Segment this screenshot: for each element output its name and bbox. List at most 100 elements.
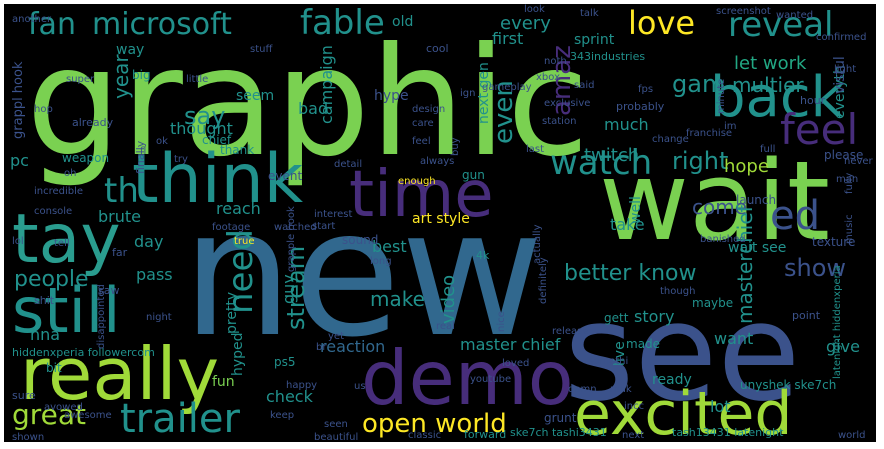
word-grappl-hook: grappl hook	[11, 61, 26, 139]
word-ready: ready	[652, 372, 692, 388]
word-detail: detail	[334, 159, 362, 170]
word-ed: ed	[770, 193, 820, 239]
word-back: back	[710, 65, 844, 130]
word-graphic: graphic	[26, 16, 589, 190]
word-said: said	[574, 80, 594, 91]
word-fable: fable	[300, 4, 385, 43]
word-banished: banished	[700, 234, 746, 245]
word-masterchief: masterchief	[733, 204, 757, 324]
word-hype: hype	[374, 88, 409, 104]
word-say: say	[184, 102, 225, 130]
word-true: true	[234, 236, 255, 247]
word-gam: gam	[672, 70, 725, 98]
word-seem: seem	[236, 88, 274, 104]
word-probably: probably	[616, 100, 665, 113]
word-confirmed: confirmed	[816, 32, 866, 43]
word-pass: pass	[136, 265, 173, 284]
word-hop: hop	[34, 104, 53, 115]
word-shown: shown	[12, 432, 44, 442]
word-stream: stream	[282, 246, 310, 330]
word-give: give	[826, 337, 860, 356]
word-already: already	[72, 116, 114, 129]
word-station: station	[542, 116, 576, 127]
word-love: love	[628, 4, 695, 42]
word-new: new	[182, 173, 544, 376]
word-gameplay: gameplay	[482, 82, 532, 93]
word-never: never	[844, 156, 874, 167]
word-vistul: vistul	[832, 56, 848, 94]
word-thank: thank	[220, 143, 254, 157]
word-better-know: better know	[564, 261, 696, 286]
word-excited: excited	[574, 379, 793, 442]
word-incredible: incredible	[34, 186, 83, 197]
word-maybe: maybe	[692, 296, 733, 310]
word-fps: fps	[638, 84, 653, 95]
word-far: far	[112, 246, 128, 259]
word-avowed: avowed	[44, 402, 83, 413]
word-oh: oh	[64, 168, 76, 179]
word-disappointed: disappointed	[96, 284, 107, 349]
word-master-chief: master chief	[460, 335, 561, 354]
word-right: right	[672, 147, 728, 175]
word-another: another	[12, 14, 52, 25]
word-next: next	[622, 430, 644, 441]
word-next-gen: next gen	[476, 62, 492, 124]
word-think: think	[132, 140, 304, 219]
word-ps5: ps5	[274, 355, 296, 369]
word-live: live	[612, 341, 628, 366]
word-nice: nice	[496, 311, 507, 332]
word-talk: talk	[580, 8, 599, 19]
word-well: well	[628, 196, 644, 224]
word-im: im	[724, 121, 737, 132]
word-th: th	[104, 171, 139, 211]
word-wait-see: wait see	[728, 240, 786, 256]
word-make: make	[370, 287, 425, 311]
word-need: need	[221, 229, 261, 314]
word-wanted: wanted	[776, 10, 813, 21]
word-much: much	[604, 115, 649, 134]
word-watched: watched	[274, 222, 317, 233]
word-microsoft: microsoft	[92, 7, 232, 42]
word-gun: gun	[462, 168, 485, 182]
word-amaz: amaz	[547, 45, 577, 116]
word-still: still	[12, 274, 120, 347]
word-way: way	[116, 42, 144, 58]
word-demo: demo	[361, 334, 574, 422]
word-us: us	[354, 381, 366, 392]
word-lol: lol	[12, 236, 24, 247]
word-twitch: twitch	[584, 145, 639, 166]
word-even: even	[489, 80, 519, 144]
word-everyth: everyth	[832, 65, 848, 119]
word-footage: footage	[212, 222, 250, 233]
word-nna: nna	[30, 325, 60, 344]
word-shit: shit	[34, 294, 55, 307]
word-fl: fl	[140, 146, 146, 157]
word-sprint: sprint	[574, 32, 615, 48]
word-art-style: art style	[412, 211, 470, 227]
word-try: try	[174, 154, 188, 165]
word-year: year	[109, 54, 133, 99]
word-ske7ch-tashi3431: ske7ch tashi3431	[510, 426, 607, 439]
word-4k: 4k	[476, 249, 490, 262]
word-care: care	[412, 118, 434, 129]
word-ok: ok	[156, 136, 168, 147]
word-yet: yet	[328, 331, 344, 342]
word-mak: mak	[610, 384, 632, 395]
word-video: video	[438, 275, 459, 324]
word-exclusive: exclusive	[544, 98, 590, 109]
word-feel: feel	[780, 105, 858, 154]
word-man: man	[836, 174, 858, 185]
word-day: day	[134, 232, 163, 251]
word-guy: guy	[279, 274, 298, 304]
word-multier: multier	[732, 73, 804, 97]
word-night: night	[146, 312, 172, 323]
word-unyshek-ske7ch: unyshek ske7ch	[740, 378, 836, 392]
word-somethi: somethi	[588, 356, 628, 367]
word-fun: fun	[212, 374, 235, 390]
word-awesome: awesome	[64, 410, 112, 421]
word-br: br	[316, 342, 327, 353]
word-made: made	[626, 337, 660, 351]
word-look: look	[524, 4, 545, 15]
word-cloud: graphic new see wait really think demo excited t…	[4, 4, 876, 442]
